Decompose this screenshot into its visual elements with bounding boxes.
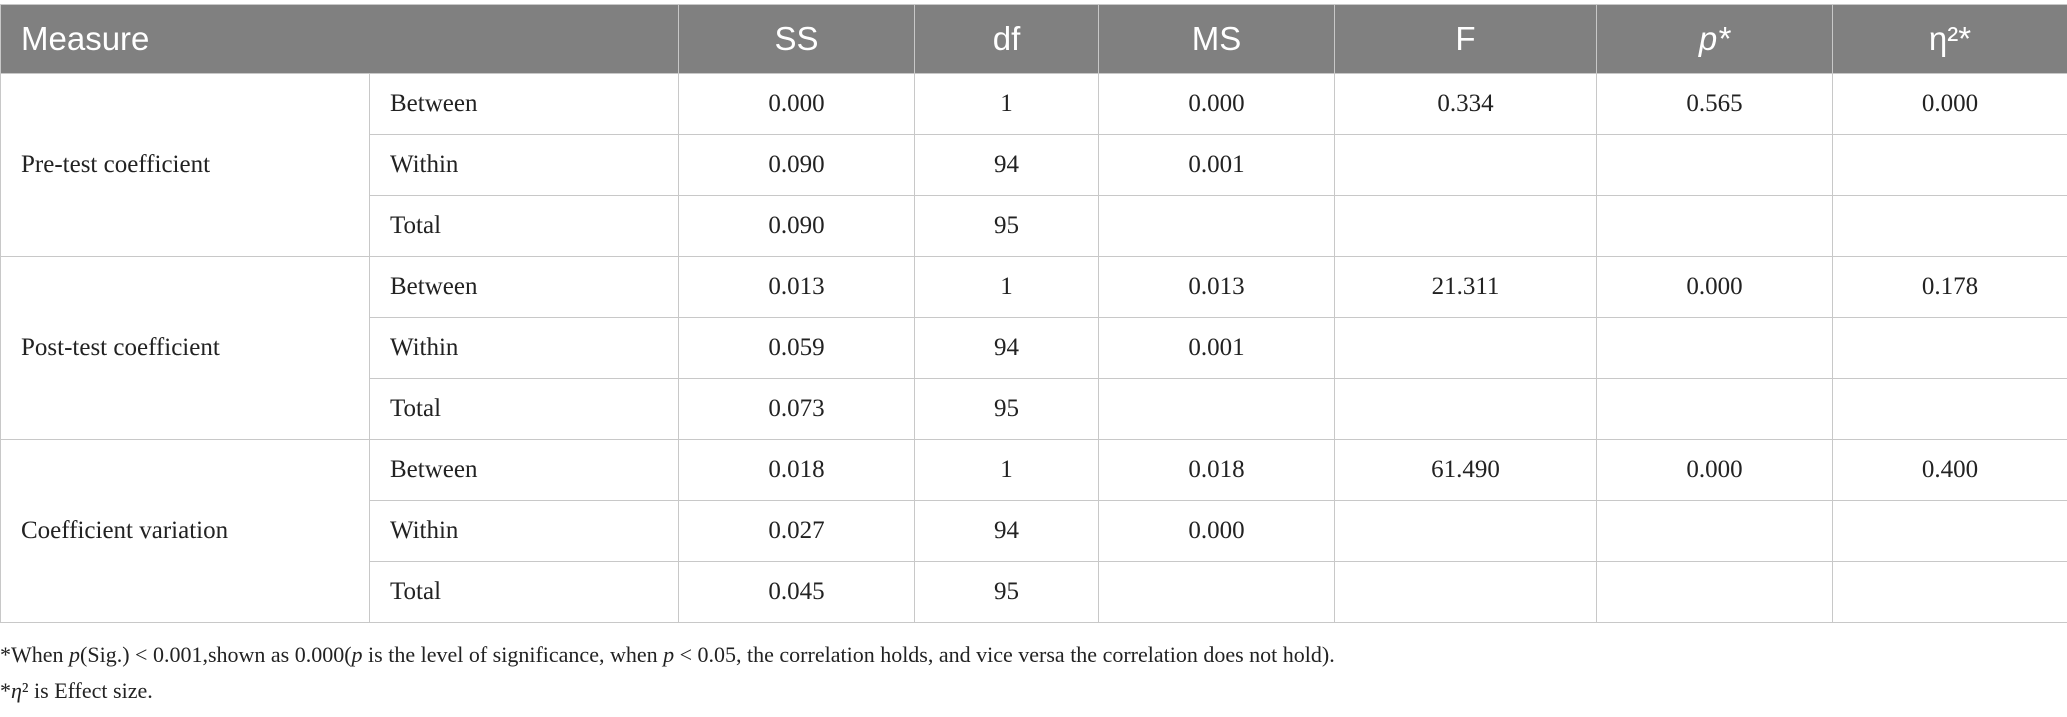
ss-cell: 0.059 (678, 317, 916, 379)
p-cell: 0.565 (1596, 73, 1834, 135)
ss-cell: 0.018 (678, 439, 916, 501)
source-cell: Within (368, 317, 680, 379)
source-cell: Between (368, 256, 680, 318)
ss-cell: 0.000 (678, 73, 916, 135)
table-header: Measure SS df MS F p* η²* (0, 4, 2067, 74)
header-p-label: p* (1698, 20, 1731, 57)
footnote-significance: *When p(Sig.) < 0.001,shown as 0.000(p i… (0, 642, 1335, 667)
source-cell: Total (368, 195, 680, 257)
p-cell: 0.000 (1596, 256, 1834, 318)
table-body: Pre-test coefficient Between 0.000 1 0.000 0.… (0, 73, 2067, 623)
eta-cell (1832, 317, 2067, 379)
header-df: df (914, 4, 1100, 74)
ms-cell (1098, 378, 1336, 440)
f-cell (1334, 195, 1598, 257)
df-cell: 1 (914, 73, 1100, 135)
ms-cell: 0.013 (1098, 256, 1336, 318)
ms-cell (1098, 195, 1336, 257)
header-ms: MS (1098, 4, 1336, 74)
eta-cell (1832, 134, 2067, 196)
ms-cell: 0.000 (1098, 73, 1336, 135)
table-row: Total 0.045 95 (1, 561, 2067, 623)
f-cell (1334, 561, 1598, 623)
source-cell: Total (368, 561, 680, 623)
df-cell: 95 (914, 561, 1100, 623)
p-cell (1596, 134, 1834, 196)
ss-cell: 0.090 (678, 134, 916, 196)
df-cell: 94 (914, 500, 1100, 562)
source-cell: Within (368, 134, 680, 196)
eta-cell (1832, 500, 2067, 562)
header-f: F (1334, 4, 1598, 74)
measure-cell: Post-test coefficient (0, 256, 370, 440)
p-cell (1596, 561, 1834, 623)
ms-cell: 0.000 (1098, 500, 1336, 562)
source-cell: Between (368, 439, 680, 501)
p-cell (1596, 195, 1834, 257)
ms-cell: 0.001 (1098, 134, 1336, 196)
df-cell: 1 (914, 439, 1100, 501)
f-cell (1334, 378, 1598, 440)
df-cell: 95 (914, 195, 1100, 257)
table-row: Post-test coefficient Between 0.013 1 0.013 2… (0, 256, 2067, 440)
table-row: Pre-test coefficient Between 0.000 1 0.000 0.… (0, 73, 2067, 257)
p-cell: 0.000 (1596, 439, 1834, 501)
table-row: Coefficient variation Between 0.018 1 0.018 6… (0, 439, 2067, 623)
table-row: Total 0.073 95 (1, 378, 2067, 440)
header-row: Measure SS df MS F p* η²* (0, 4, 2067, 74)
table-row: Within 0.059 94 0.001 (1, 317, 2067, 379)
f-cell: 0.334 (1334, 73, 1598, 135)
f-cell: 21.311 (1334, 256, 1598, 318)
eta-cell (1832, 378, 2067, 440)
ss-cell: 0.090 (678, 195, 916, 257)
table-row: Within 0.027 94 0.000 (1, 500, 2067, 562)
f-cell (1334, 500, 1598, 562)
ms-cell: 0.001 (1098, 317, 1336, 379)
measure-cell: Pre-test coefficient (0, 73, 370, 257)
f-cell: 61.490 (1334, 439, 1598, 501)
ms-cell (1098, 561, 1336, 623)
footnote-effect-size: *η² is Effect size. (0, 678, 153, 703)
eta-cell (1832, 195, 2067, 257)
header-eta: η²* (1832, 4, 2067, 74)
p-cell (1596, 500, 1834, 562)
eta-cell: 0.400 (1832, 439, 2067, 501)
eta-cell: 0.000 (1832, 73, 2067, 135)
p-cell (1596, 317, 1834, 379)
source-cell: Within (368, 500, 680, 562)
source-cell: Between (368, 73, 680, 135)
df-cell: 95 (914, 378, 1100, 440)
ms-cell: 0.018 (1098, 439, 1336, 501)
anova-table: Measure SS df MS F p* η²* Pre-test coeff… (0, 4, 2067, 623)
df-cell: 94 (914, 317, 1100, 379)
source-cell: Total (368, 378, 680, 440)
df-cell: 94 (914, 134, 1100, 196)
df-cell: 1 (914, 256, 1100, 318)
ss-cell: 0.013 (678, 256, 916, 318)
ss-cell: 0.073 (678, 378, 916, 440)
p-cell (1596, 378, 1834, 440)
table-row: Total 0.090 95 (1, 195, 2067, 257)
eta-cell: 0.178 (1832, 256, 2067, 318)
header-ss: SS (678, 4, 916, 74)
f-cell (1334, 317, 1598, 379)
eta-cell (1832, 561, 2067, 623)
header-p: p* (1596, 4, 1834, 74)
ss-cell: 0.027 (678, 500, 916, 562)
f-cell (1334, 134, 1598, 196)
header-measure: Measure (0, 4, 680, 74)
anova-table-container: Measure SS df MS F p* η²* Pre-test coeff… (0, 4, 2067, 623)
measure-cell: Coefficient variation (0, 439, 370, 623)
ss-cell: 0.045 (678, 561, 916, 623)
table-footnotes: *When p(Sig.) < 0.001,shown as 0.000(p i… (0, 640, 1335, 712)
